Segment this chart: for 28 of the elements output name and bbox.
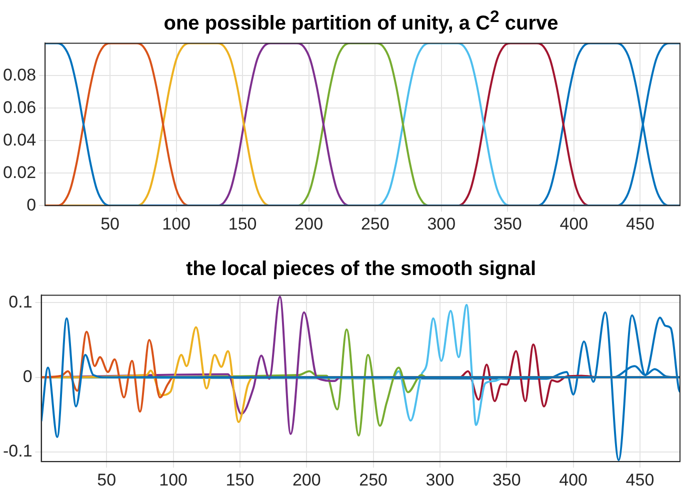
x-tick-label: 350 — [492, 470, 521, 490]
x-tick-label: 150 — [228, 214, 257, 234]
x-tick-label: 250 — [359, 470, 388, 490]
x-tick-label: 100 — [162, 214, 190, 234]
x-tick-label: 200 — [292, 470, 321, 490]
x-tick-label: 300 — [427, 214, 456, 234]
y-tick-label: 0.1 — [8, 292, 32, 312]
x-tick-label: 50 — [100, 214, 120, 234]
y-tick-label: 0 — [22, 366, 32, 386]
chart-title: one possible partition of unity, a C$^{2}$ curve — [162, 6, 560, 35]
chart-title: the local pieces of the smooth signal — [184, 257, 538, 282]
x-tick-label: 100 — [159, 470, 188, 490]
y-tick-label: 0.06 — [2, 98, 36, 117]
x-tick-label: 150 — [226, 470, 254, 490]
x-tick-label: 400 — [560, 214, 588, 234]
y-tick-label: 0.04 — [2, 130, 36, 150]
x-tick-label: 250 — [360, 214, 390, 234]
y-tick-label: 0 — [26, 195, 36, 214]
x-tick-label: 400 — [559, 470, 588, 490]
x-tick-label: 450 — [626, 470, 654, 490]
y-tick-label: 0.02 — [2, 162, 36, 182]
x-tick-label: 350 — [494, 214, 522, 234]
x-tick-label: 300 — [426, 470, 454, 490]
x-tick-label: 50 — [97, 470, 116, 490]
y-tick-label: 0.08 — [2, 65, 36, 84]
x-tick-label: 450 — [626, 214, 654, 234]
y-tick-label: -0.1 — [2, 442, 32, 461]
x-tick-label: 200 — [294, 214, 324, 234]
